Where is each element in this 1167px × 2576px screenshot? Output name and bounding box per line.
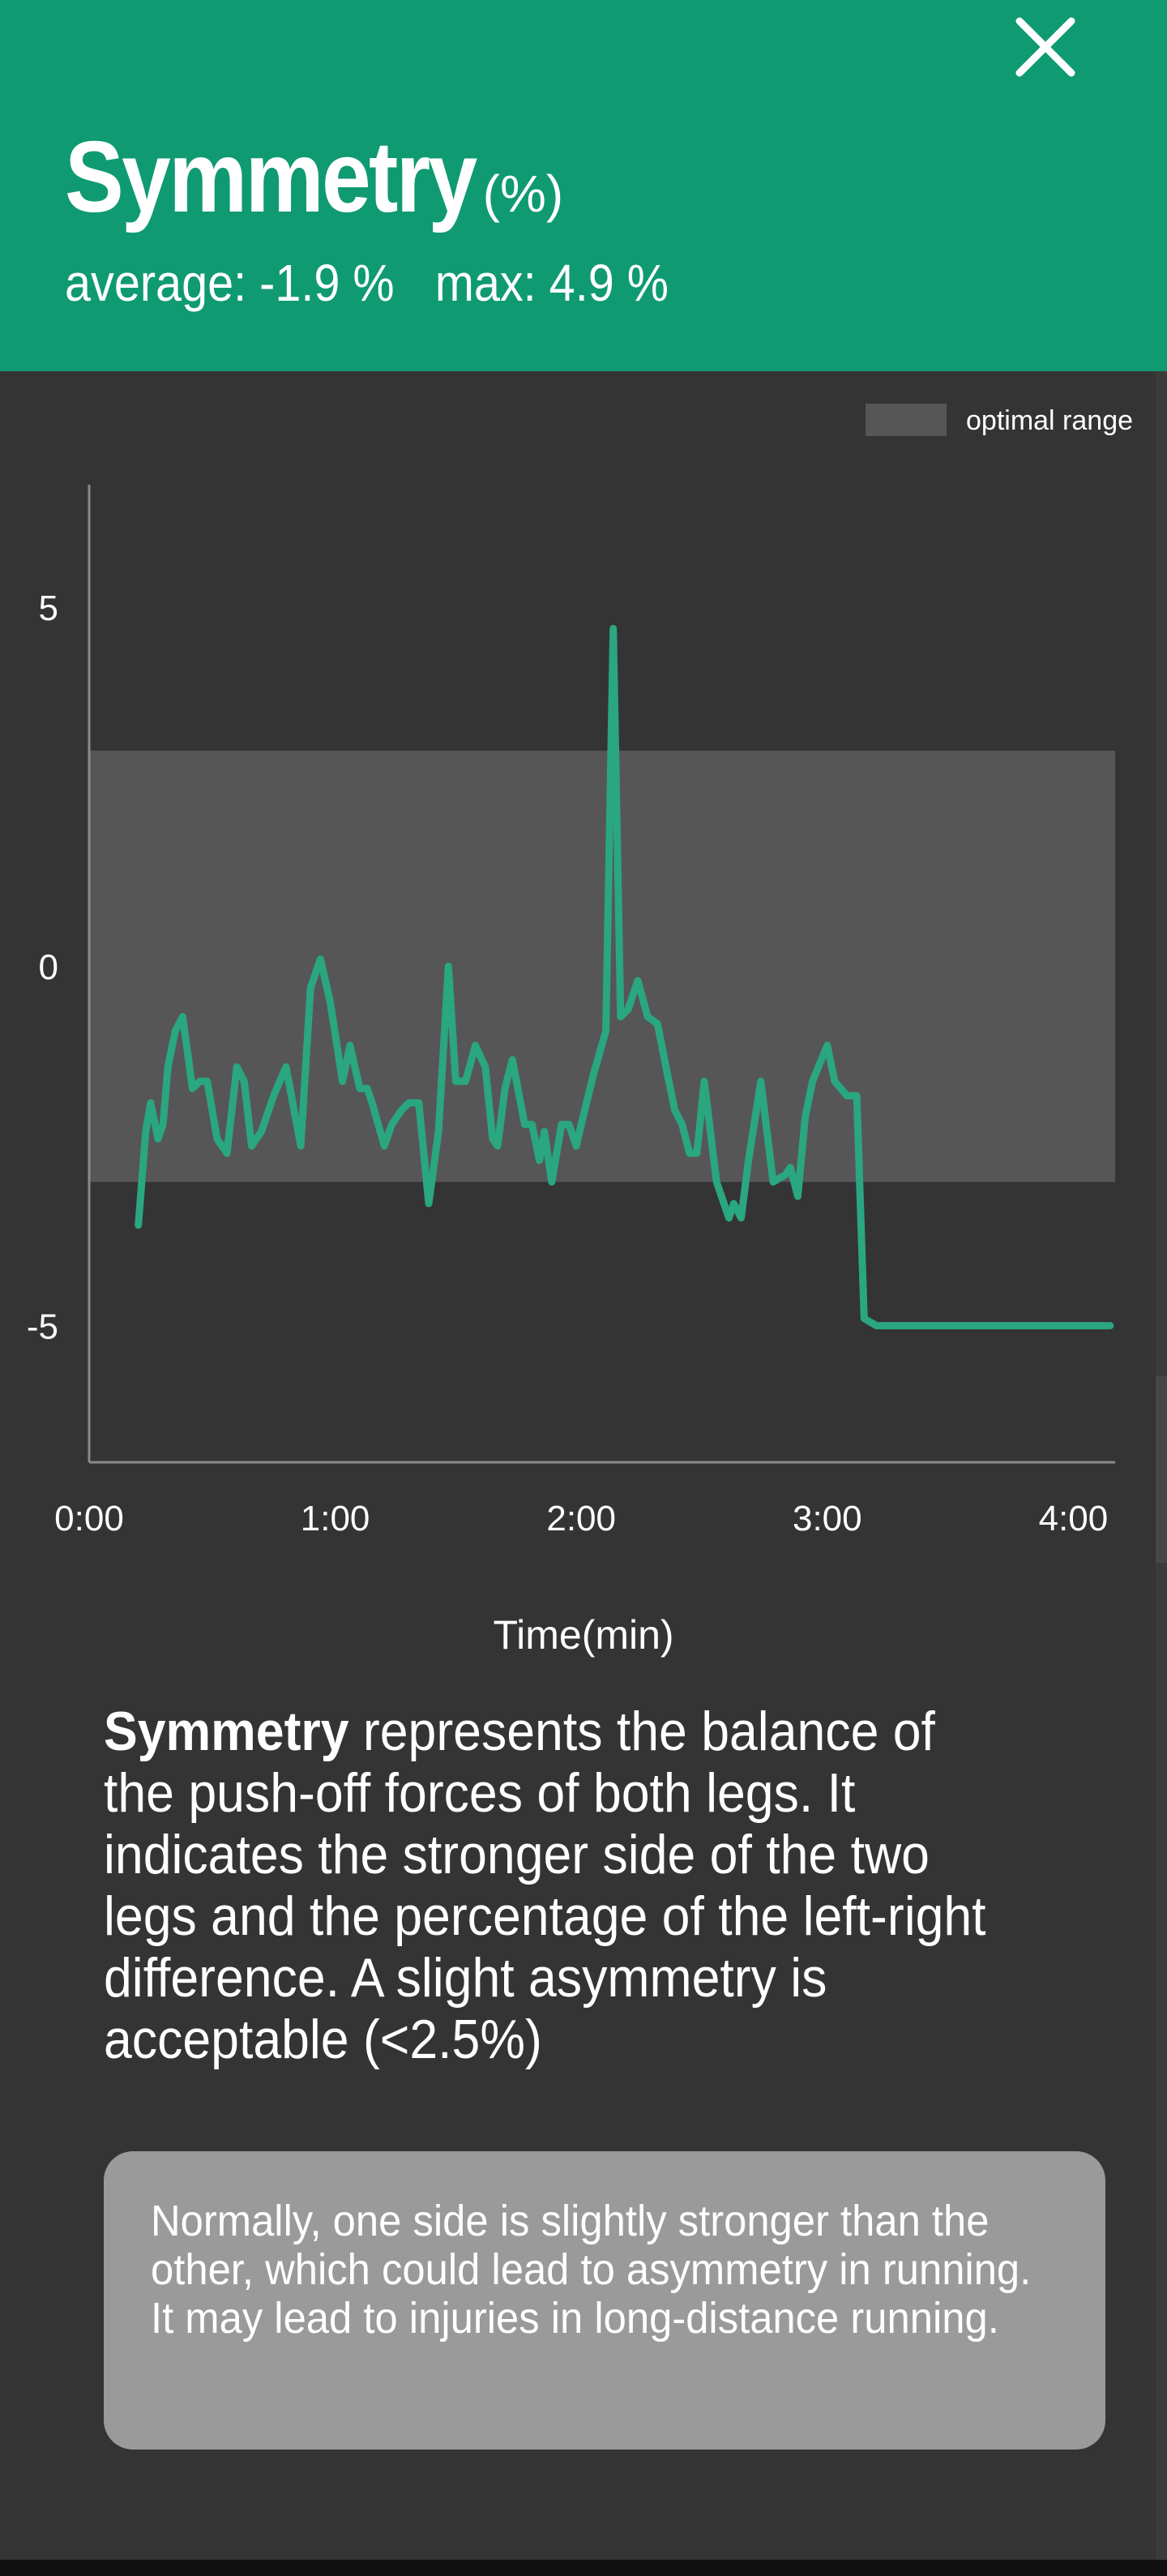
header: Symmetry (%) average: -1.9 % max: 4.9 % bbox=[0, 0, 1167, 371]
close-button[interactable] bbox=[1005, 6, 1086, 88]
title-unit: (%) bbox=[482, 165, 564, 223]
note-card: Normally, one side is slightly stronger … bbox=[104, 2151, 1105, 2450]
bottom-strip bbox=[0, 2560, 1167, 2576]
legend-swatch bbox=[866, 404, 947, 436]
y-tick-label: -5 bbox=[27, 1307, 58, 1347]
x-axis-label: Time(min) bbox=[493, 1612, 674, 1658]
x-tick-label: 0:00 bbox=[54, 1499, 124, 1538]
description-text: represents the balance of the push-off f… bbox=[104, 1701, 986, 2070]
average-stat: average: -1.9 % bbox=[65, 254, 395, 312]
symmetry-chart: optimal range 5 0 -5 0:00 1:00 2:00 3:00 4:00 T… bbox=[0, 371, 1167, 1692]
x-tick-label: 2:00 bbox=[546, 1499, 616, 1538]
x-tick-label: 1:00 bbox=[301, 1499, 370, 1538]
y-tick-label: 0 bbox=[39, 948, 58, 987]
chart-svg: optimal range 5 0 -5 0:00 1:00 2:00 3:00 4:00 bbox=[27, 404, 1133, 1538]
x-tick-label: 4:00 bbox=[1039, 1499, 1109, 1538]
max-stat: max: 4.9 % bbox=[434, 254, 669, 312]
legend-label: optimal range bbox=[966, 405, 1133, 436]
close-icon bbox=[1015, 17, 1075, 77]
y-tick-label: 5 bbox=[39, 588, 58, 628]
note-text: Normally, one side is slightly stronger … bbox=[151, 2197, 1032, 2343]
symmetry-series-line bbox=[135, 624, 1114, 1329]
x-tick-label: 3:00 bbox=[793, 1499, 862, 1538]
description-bold: Symmetry bbox=[104, 1701, 349, 1762]
optimal-range-band bbox=[89, 751, 1115, 1183]
stats-row: average: -1.9 % max: 4.9 % bbox=[65, 253, 696, 313]
description: Symmetry represents the balance of the p… bbox=[104, 1701, 998, 2070]
scrollbar-thumb[interactable] bbox=[1156, 1376, 1167, 1563]
page-title: Symmetry bbox=[65, 122, 477, 233]
title-row: Symmetry (%) bbox=[65, 120, 564, 233]
